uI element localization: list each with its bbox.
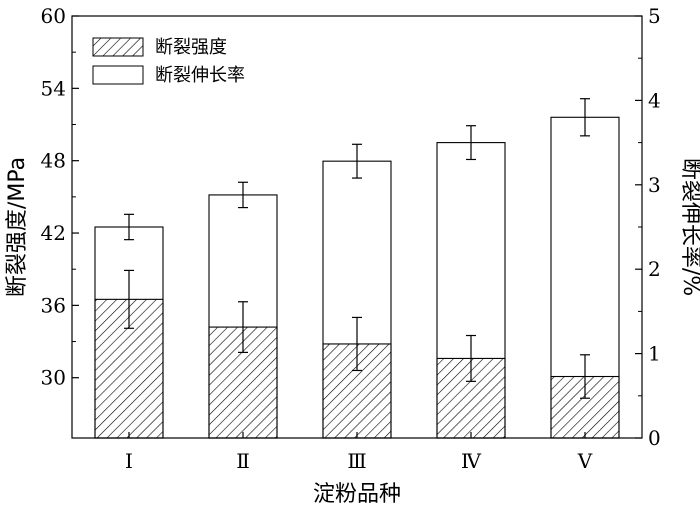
legend-swatch-strength [92,37,144,57]
y-right-tick-label-3: 3 [648,173,661,197]
plot-frame [71,15,643,439]
x-tick-label-2: Ⅱ [236,449,250,473]
y-axis-right-label: 断裂伸长率/% [678,158,700,296]
y-right-tick-label-2: 2 [648,257,661,281]
legend-label-strength: 断裂强度 [155,37,227,58]
x-tick-label-3: Ⅲ [347,449,366,473]
y-axis-left-label: 断裂强度/MPa [5,157,30,297]
plot-area: Ⅰ Ⅱ Ⅲ Ⅳ Ⅴ 30 36 42 48 54 60 0 1 2 3 4 5 [41,4,661,473]
y-right-tick-label-0: 0 [648,426,661,450]
legend-swatch-elongation [92,65,144,85]
y-left-tick-label-30: 30 [41,366,66,390]
x-tick-label-4: Ⅳ [461,449,482,473]
y-left-tick-label-36: 36 [41,293,66,317]
legend-label-elongation: 断裂伸长率 [155,65,245,86]
x-axis-label: 淀粉品种 [313,482,401,507]
y-right-tick-label-5: 5 [648,4,661,28]
x-tick-label-5: Ⅴ [577,449,593,473]
y-left-tick-label-42: 42 [41,221,66,245]
legend: 断裂强度 断裂伸长率 [92,37,245,86]
x-tick-label-1: Ⅰ [125,449,133,473]
y-left-tick-label-48: 48 [41,149,66,173]
y-right-tick-label-4: 4 [648,88,661,112]
y-left-tick-label-54: 54 [41,76,66,100]
y-right-tick-label-1: 1 [648,342,661,366]
y-left-tick-label-60: 60 [41,4,66,28]
